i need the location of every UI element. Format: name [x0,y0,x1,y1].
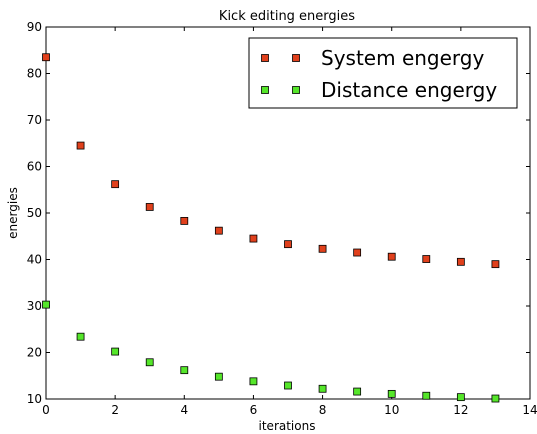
distance-energy-point [249,377,258,386]
x-axis-label: iterations [259,419,316,433]
y-tick-label: 10 [27,392,42,406]
y-axis-label: energies [6,187,20,239]
system-energy-point [456,257,465,266]
x-tick-label: 12 [453,403,468,417]
distance-energy-point [42,300,50,309]
distance-energy-point [284,381,292,390]
distance-energy-point [387,389,396,398]
distance-energy-point [76,332,85,341]
distance-energy-point [456,393,465,402]
x-tick-label: 14 [522,403,537,417]
legend-box [248,37,518,109]
system-energy-point [180,217,189,225]
legend-marker [261,54,269,62]
system-energy-point [111,180,120,189]
system-energy-point [214,226,223,235]
x-tick-label: 4 [180,403,188,417]
data-markers [42,53,500,403]
system-energy-point [42,53,50,62]
y-tick-label: 70 [27,113,42,127]
distance-energy-point [318,384,327,393]
system-energy-point [76,141,85,150]
y-tick-label: 50 [27,206,42,220]
distance-energy-point [111,347,120,356]
distance-energy-point [180,366,189,375]
x-tick-label: 0 [42,403,50,417]
y-tick-label: 60 [27,160,42,174]
y-tick-label: 80 [27,67,42,81]
system-energy-point [387,252,396,261]
x-tick-label: 8 [319,403,327,417]
system-energy-point [249,234,258,243]
distance-energy-point [353,387,362,396]
y-tick-label: 90 [27,20,42,34]
distance-energy-point [214,372,223,381]
x-tick-label: 10 [384,403,399,417]
system-energy-point [353,248,362,257]
x-tick-label: 6 [250,403,258,417]
chart-title: Kick editing energies [219,9,355,24]
y-tick-label: 30 [27,299,42,313]
system-energy-point [145,203,154,211]
distance-energy-point [491,394,500,403]
y-tick-label: 40 [27,253,42,267]
y-tick-label: 20 [27,346,42,360]
legend-marker [261,86,269,94]
legend-label: System engergy [321,46,484,70]
distance-energy-point [422,391,431,400]
distance-energy-point [145,358,154,367]
system-energy-point [422,255,431,263]
system-energy-point [318,244,327,253]
x-tick-label: 2 [111,403,119,417]
legend-marker [292,86,300,94]
legend-label: Distance engergy [321,78,497,102]
legend: System engergy Distance engergy [248,37,518,109]
system-energy-point [284,240,292,249]
axis-ticks: 0 2 4 6 8 10 12 14 10 20 30 40 50 60 70 80 90 [27,20,537,417]
system-energy-point [491,260,500,269]
legend-marker [292,54,300,62]
